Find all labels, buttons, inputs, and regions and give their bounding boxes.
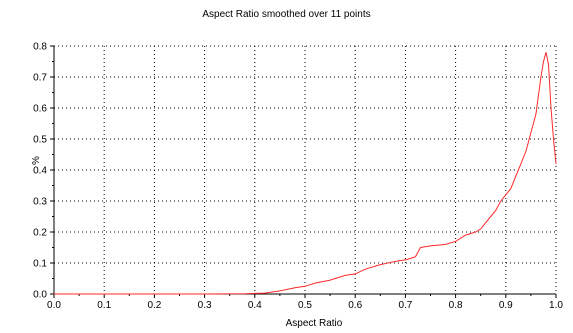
- x-tick-label: 0.5: [298, 300, 312, 311]
- chart-title: Aspect Ratio smoothed over 11 points: [202, 9, 371, 20]
- x-tick-label: 0.3: [198, 300, 212, 311]
- x-tick-label: 0.2: [147, 300, 161, 311]
- y-tick-label: 0.4: [33, 166, 47, 177]
- x-tick-label: 0.1: [97, 300, 111, 311]
- y-tick-label: 0.8: [33, 42, 47, 53]
- x-tick-label: 0.7: [398, 300, 412, 311]
- x-tick-label: 0.4: [248, 300, 262, 311]
- x-axis-label: Aspect Ratio: [285, 318, 343, 329]
- plot-area: [54, 52, 557, 295]
- y-axis-label: %: [31, 156, 42, 165]
- y-tick-label: 0.1: [33, 259, 47, 270]
- y-tick-label: 0.3: [33, 197, 47, 208]
- y-tick-label: 0.6: [33, 104, 47, 115]
- y-tick-label: 0.5: [33, 135, 47, 146]
- grid-lines: [53, 45, 557, 295]
- tick-labels: 0.0 0.1 0.2 0.3 0.4 0.5 0.6 0.7 0.8 0.9 1.0 0.0 0.1 0…: [33, 42, 563, 312]
- x-tick-label: 0.8: [449, 300, 463, 311]
- x-tick-label: 0.9: [499, 300, 513, 311]
- y-tick-label: 0.2: [33, 228, 47, 239]
- series-line: [54, 52, 557, 295]
- tick-marks: [50, 45, 557, 298]
- x-tick-label: 1.0: [549, 300, 563, 311]
- x-tick-label: 0.6: [348, 300, 362, 311]
- y-tick-label: 0.7: [33, 73, 47, 84]
- x-tick-label: 0.0: [47, 300, 61, 311]
- y-tick-label: 0.0: [33, 290, 47, 301]
